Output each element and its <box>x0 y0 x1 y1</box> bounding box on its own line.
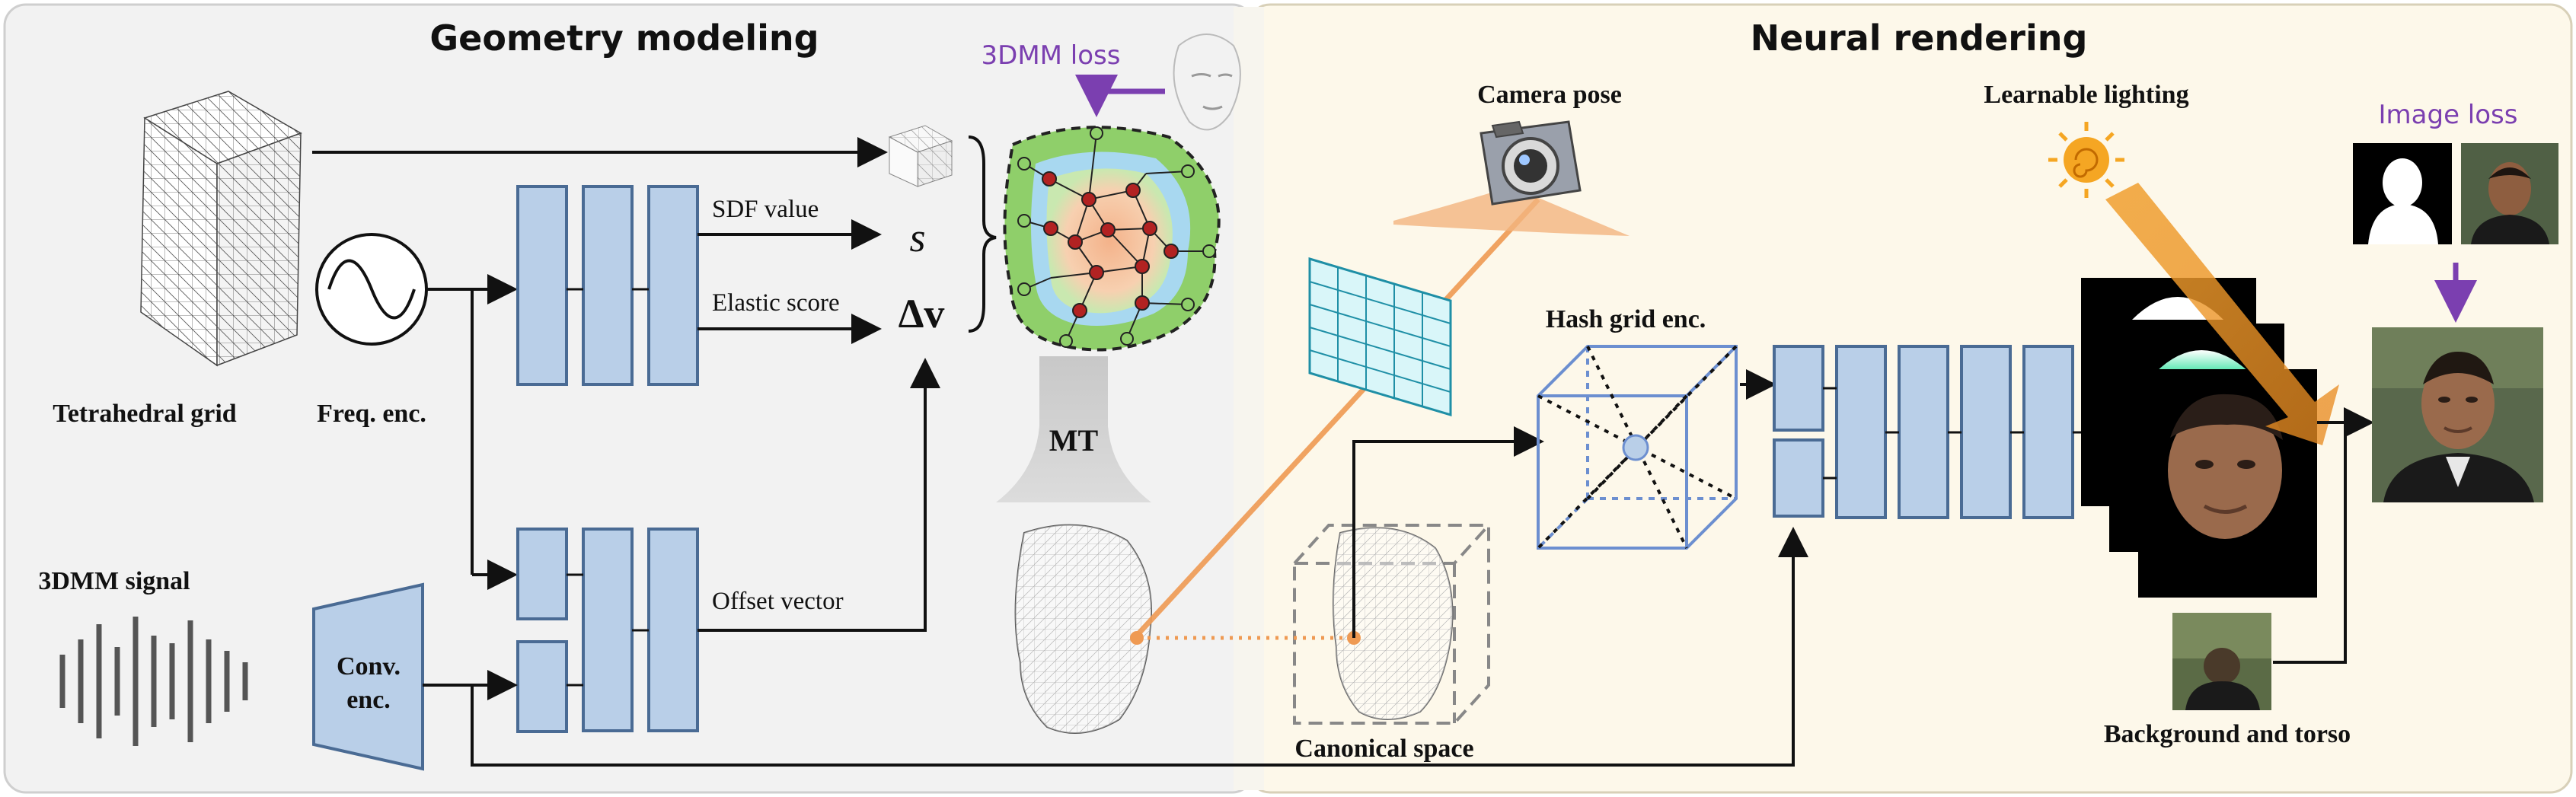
output-face-image <box>2372 327 2543 502</box>
tetrahedral-grid-label: Tetrahedral grid <box>53 400 237 428</box>
sdf-value-label: SDF value <box>712 196 819 223</box>
delta-v-symbol: Δv <box>899 291 945 336</box>
deformation-mesh <box>1003 126 1221 352</box>
head-mesh-icon <box>1014 524 1152 734</box>
face-render-icon <box>2168 394 2283 539</box>
camera-icon <box>1480 120 1582 206</box>
hash-grid-label: Hash grid enc. <box>1546 305 1706 333</box>
signal-3dmm-label: 3DMM signal <box>38 567 190 595</box>
image-plane-grid <box>1308 257 1452 417</box>
canonical-space <box>1293 524 1490 725</box>
reference-face-thumbnail <box>2461 143 2558 244</box>
light-beam <box>2105 183 2339 445</box>
camera-pose-label: Camera pose <box>1477 81 1622 109</box>
mask-thumbnail <box>2353 143 2452 244</box>
image-loss-label: Image loss <box>2379 100 2518 130</box>
offset-mlp <box>516 528 699 733</box>
mt-module <box>996 356 1151 502</box>
background-torso-image <box>2172 613 2271 710</box>
audio-signal-icon <box>59 617 248 746</box>
conv-encoder <box>312 582 424 771</box>
cube-mesh-icon <box>140 91 302 367</box>
mt-label: MT <box>1049 423 1099 457</box>
offset-vector-label: Offset vector <box>712 588 844 615</box>
loss-3dmm-label: 3DMM loss <box>982 40 1121 71</box>
background-torso-label: Background and torso <box>2104 720 2351 748</box>
conv-enc-line2: enc. <box>346 686 391 714</box>
lighting-label: Learnable lighting <box>1984 81 2188 109</box>
canonical-space-label: Canonical space <box>1294 735 1473 763</box>
brace <box>968 135 997 333</box>
rendering-title: Neural rendering <box>1751 18 2088 59</box>
geometry-title: Geometry modeling <box>429 18 819 59</box>
s-symbol: s <box>909 215 925 260</box>
rendering-mlp <box>1773 345 2074 519</box>
conv-enc-line1: Conv. <box>337 652 401 681</box>
sdf-mlp <box>516 185 699 386</box>
freq-enc-label: Freq. enc. <box>317 400 426 428</box>
face-mask-icon <box>1173 33 1241 131</box>
elastic-score-label: Elastic score <box>712 289 840 317</box>
small-cube-icon <box>888 125 953 187</box>
sine-wave-icon <box>315 233 428 346</box>
sun-icon <box>2048 122 2124 198</box>
